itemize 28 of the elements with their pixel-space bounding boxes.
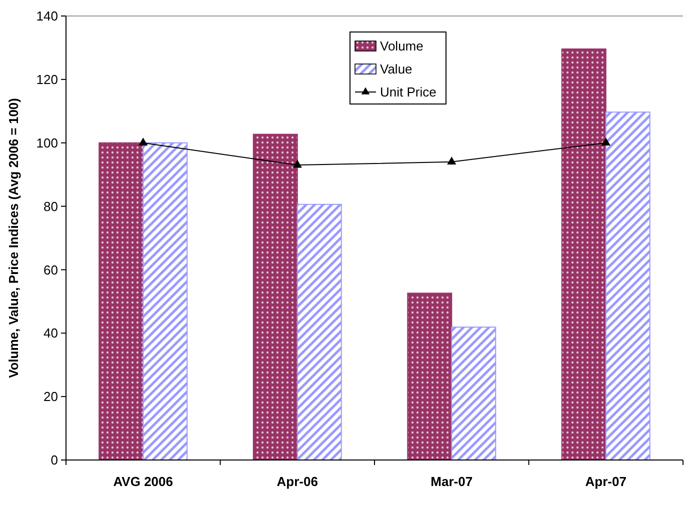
y-tick-label: 80 <box>44 198 58 214</box>
point <box>292 160 302 168</box>
legend-label: Value <box>380 62 412 77</box>
legend-label: Unit Price <box>380 84 436 100</box>
x-tick-label: Apr-07 <box>585 474 626 489</box>
point <box>138 138 148 146</box>
bar <box>98 142 144 460</box>
bar <box>142 142 188 460</box>
legend-label: Volume <box>380 38 424 54</box>
x-tick-label: Apr-06 <box>276 474 318 489</box>
y-tick-label: 100 <box>36 135 58 150</box>
bar <box>252 134 298 460</box>
x-tick-label: AVG 2006 <box>113 474 173 489</box>
point <box>601 138 610 146</box>
y-tick-label: 120 <box>36 72 58 87</box>
bar <box>451 326 496 460</box>
y-axis-title: Volume, Value, Price Indices (Avg 2006 = 100) <box>6 98 21 378</box>
y-tick-label: 60 <box>44 262 58 278</box>
bar <box>296 204 342 460</box>
bar <box>407 292 452 460</box>
y-tick-label: 140 <box>36 8 58 24</box>
x-tick-label: Mar-07 <box>430 474 473 489</box>
point <box>447 156 456 165</box>
bar <box>605 112 650 460</box>
bar <box>561 48 606 460</box>
y-tick-label: 40 <box>44 326 58 341</box>
y-tick-label: 0 <box>50 452 58 468</box>
y-tick-label: 20 <box>44 389 58 404</box>
